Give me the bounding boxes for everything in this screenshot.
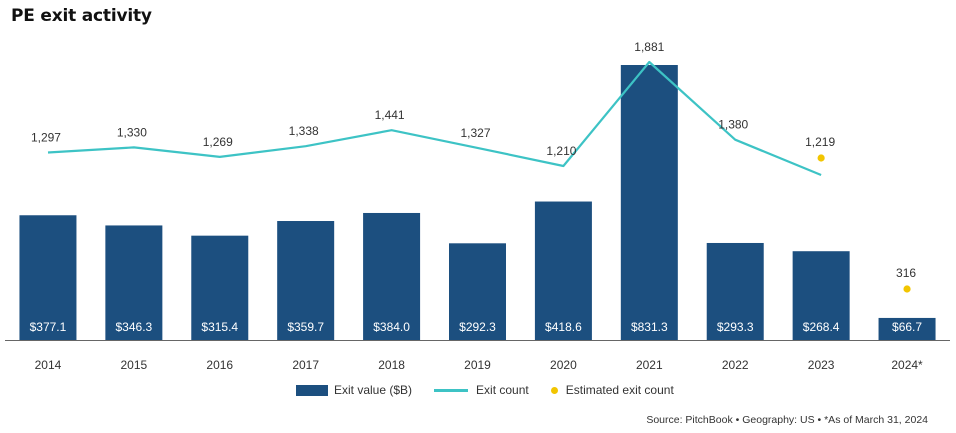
- bar-value-label: $377.1: [30, 320, 67, 334]
- exit-count-label: 1,881: [634, 40, 664, 54]
- x-tick-label: 2014: [35, 358, 62, 372]
- bar-value-label: $359.7: [287, 320, 324, 334]
- bar-2016: [191, 235, 249, 340]
- exit-count-line: [47, 60, 822, 177]
- x-tick-label: 2023: [808, 358, 835, 372]
- x-tick-label: 2024*: [891, 358, 923, 372]
- estimated-count-label: 316: [896, 266, 916, 280]
- bar-value-label: $418.6: [545, 320, 582, 334]
- bar-2024*: [878, 317, 936, 340]
- bar-2015: [105, 225, 163, 340]
- bar-value-label: $268.4: [803, 320, 840, 334]
- legend-swatch-dot: [550, 386, 558, 394]
- x-tick-label: 2016: [206, 358, 233, 372]
- chart-title: PE exit activity: [11, 6, 152, 26]
- legend-item-exit-value: Exit value ($B): [296, 383, 412, 397]
- exit-count-label: 1,380: [718, 118, 748, 132]
- bar-value-label: $315.4: [201, 320, 238, 334]
- legend-label-exit-count: Exit count: [476, 383, 529, 397]
- labels-layer: $377.1 $346.3 $315.4 $359.7 $384.0 $292.3 $418…: [30, 40, 923, 372]
- bar-value-label: $384.0: [373, 320, 410, 334]
- legend-label-exit-value: Exit value ($B): [334, 383, 413, 397]
- exit-count-label: 1,327: [460, 126, 490, 140]
- bar-2019: [449, 243, 506, 340]
- estimated-count-dot: [817, 154, 825, 162]
- bar-2017: [277, 221, 335, 340]
- x-tick-label: 2017: [292, 358, 319, 372]
- bar-value-label: $292.3: [459, 320, 496, 334]
- exit-count-label: 1,441: [375, 108, 405, 122]
- bar-value-label: $346.3: [116, 320, 153, 334]
- bar-2023: [792, 251, 850, 340]
- exit-count-label: 1,269: [203, 135, 233, 149]
- exit-count-label: 1,330: [117, 125, 147, 139]
- bar-value-label: $831.3: [631, 320, 668, 334]
- x-tick-label: 2020: [550, 358, 577, 372]
- x-tick-label: 2019: [464, 358, 491, 372]
- bar-2021: [620, 65, 678, 341]
- estimated-count-label: 1,219: [805, 135, 835, 149]
- legend-label-estimated: Estimated exit count: [565, 383, 674, 397]
- estimated-count-dot: [903, 285, 911, 293]
- source-note: Source: PitchBook • Geography: US • *As …: [646, 414, 928, 426]
- bar-2014: [19, 215, 77, 340]
- chart: $377.1 $346.3 $315.4 $359.7 $384.0 $292.3 $418…: [5, 40, 950, 372]
- legend: Exit value ($B) Exit count Estimated exi…: [296, 383, 696, 397]
- bar-2022: [706, 242, 764, 340]
- bar-value-label: $66.7: [892, 320, 922, 334]
- x-tick-label: 2018: [378, 358, 405, 372]
- x-tick-label: 2021: [636, 358, 663, 372]
- x-tick-label: 2022: [722, 358, 749, 372]
- bars-layer: [5, 65, 950, 341]
- legend-item-exit-count: Exit count: [434, 383, 529, 397]
- bar-2018: [363, 212, 421, 340]
- exit-count-label: 1,297: [31, 131, 61, 145]
- exit-count-label: 1,338: [289, 124, 319, 138]
- x-tick-label: 2015: [121, 358, 148, 372]
- exit-count-label: 1,210: [546, 144, 576, 158]
- legend-swatch-line: [434, 388, 469, 392]
- line-layer: [47, 60, 911, 293]
- legend-item-estimated: Estimated exit count: [550, 383, 674, 397]
- bar-2020: [534, 201, 592, 340]
- legend-swatch-bar: [296, 384, 328, 396]
- bar-value-label: $293.3: [717, 320, 754, 334]
